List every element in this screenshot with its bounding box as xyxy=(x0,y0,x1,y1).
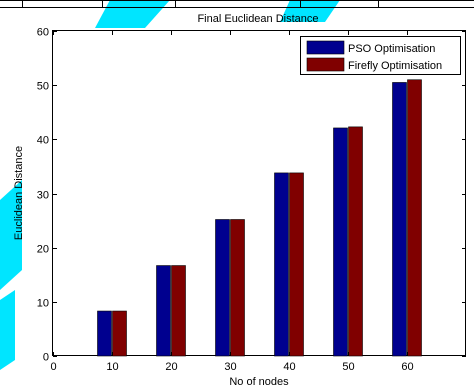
x-axis-label: No of nodes xyxy=(229,376,289,388)
chart-title: Final Euclidean Distance xyxy=(197,13,318,25)
bar-pso-30 xyxy=(215,219,230,357)
bars-layer xyxy=(97,79,422,357)
y-tick-label-10: 10 xyxy=(37,298,49,310)
legend-swatch-pso xyxy=(306,40,345,55)
bar-pso-60 xyxy=(392,82,407,357)
y-tick-label-40: 40 xyxy=(37,135,49,147)
bar-firefly-50 xyxy=(348,126,363,357)
bar-firefly-10 xyxy=(112,310,127,357)
bar-pso-20 xyxy=(156,265,171,357)
bar-firefly-40 xyxy=(289,172,304,357)
ticks-layer: 0 10 20 30 40 50 60 0 10 20 30 40 50 60 xyxy=(37,27,466,373)
y-tick-label-50: 50 xyxy=(37,81,49,93)
y-tick-label-20: 20 xyxy=(37,244,49,256)
bar-firefly-30 xyxy=(230,219,245,357)
bar-pso-40 xyxy=(274,172,289,357)
x-tick-label-10: 10 xyxy=(106,361,118,373)
legend-swatch-firefly xyxy=(306,57,345,72)
top-table-fragment xyxy=(0,0,474,8)
bar-firefly-60 xyxy=(407,79,422,357)
bar-pso-50 xyxy=(333,127,348,357)
y-axis-label: Euclidean Distance xyxy=(13,146,25,240)
y-tick-label-60: 60 xyxy=(37,27,49,39)
bar-firefly-20 xyxy=(171,265,186,357)
x-tick-label-60: 60 xyxy=(401,361,413,373)
x-tick-label-40: 40 xyxy=(283,361,295,373)
x-tick-label-20: 20 xyxy=(165,361,177,373)
y-tick-label-30: 30 xyxy=(37,190,49,202)
x-tick-label-50: 50 xyxy=(342,361,354,373)
bar-pso-10 xyxy=(97,310,112,357)
y-tick-label-0: 0 xyxy=(43,352,49,364)
x-tick-label-30: 30 xyxy=(224,361,236,373)
x-tick-label-0: 0 xyxy=(50,361,56,373)
legend-label-firefly: Firefly Optimisation xyxy=(348,60,442,72)
legend: PSO Optimisation Firefly Optimisation xyxy=(300,36,461,75)
legend-label-pso: PSO Optimisation xyxy=(348,43,435,55)
